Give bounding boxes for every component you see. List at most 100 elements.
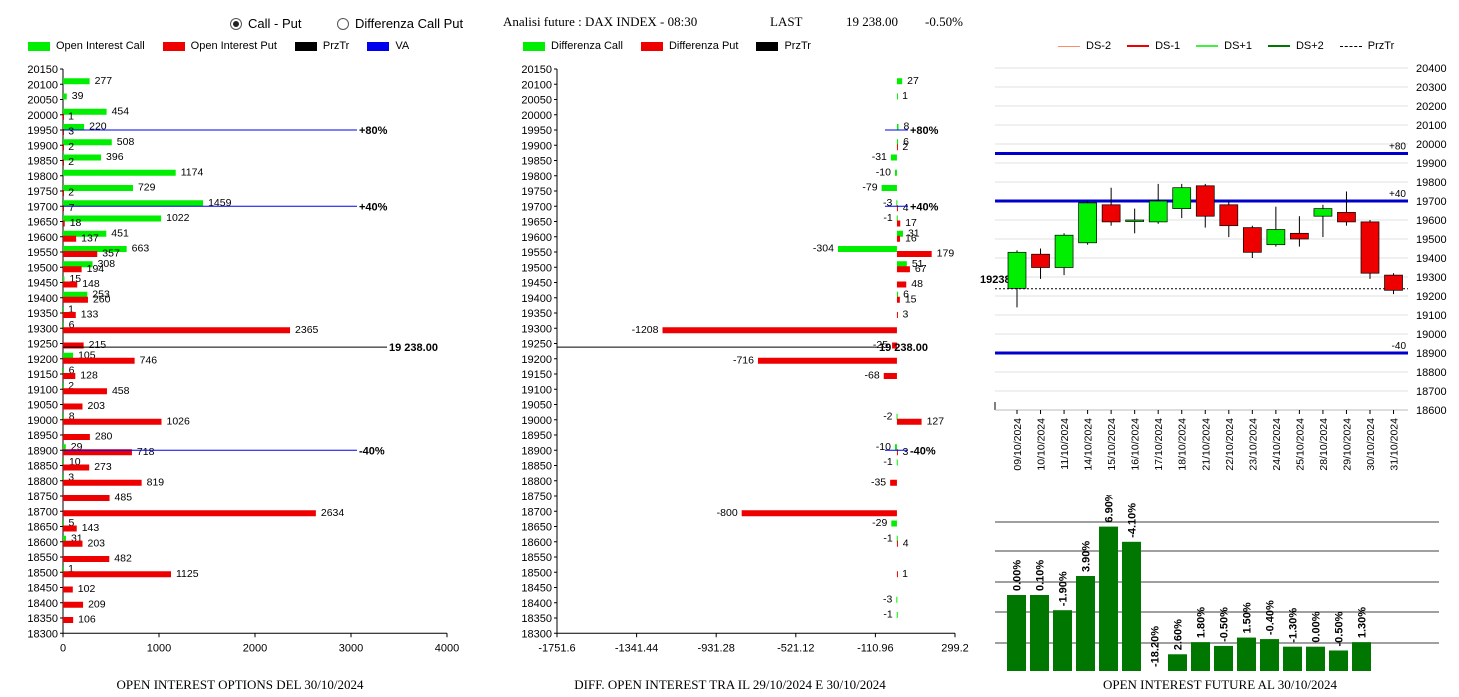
bar-call bbox=[837, 246, 897, 252]
data-label: 1 bbox=[68, 563, 74, 575]
x-tick-label: 11/10/2024 bbox=[1059, 418, 1071, 470]
y-tick-label: 20100 bbox=[27, 79, 58, 91]
legend-label: PrzTr bbox=[322, 40, 350, 52]
data-label: 3 bbox=[68, 126, 74, 138]
radio-differenza[interactable]: Differenza Call Put bbox=[337, 16, 463, 31]
legend-item-prztr: PrzTr bbox=[294, 40, 350, 52]
bar-call bbox=[894, 169, 897, 176]
data-label: 27 bbox=[907, 75, 919, 87]
bar-call bbox=[63, 93, 67, 100]
bar-call bbox=[63, 566, 64, 573]
candle-up bbox=[1125, 219, 1145, 222]
data-label: 485 bbox=[115, 492, 133, 504]
data-label: 15 bbox=[905, 293, 917, 305]
legend-label: Differenza Put bbox=[668, 40, 739, 52]
bar-put bbox=[63, 495, 110, 501]
data-label: 8 bbox=[903, 121, 909, 133]
y-tick-label: 19500 bbox=[1416, 234, 1447, 246]
data-label: 1 bbox=[68, 110, 74, 122]
y-tick-label: 20000 bbox=[1416, 139, 1447, 151]
legend-swatch bbox=[756, 41, 779, 51]
bar-call bbox=[896, 215, 898, 222]
x-tick-label: 22/10/2024 bbox=[1224, 418, 1236, 471]
bar-put bbox=[63, 586, 73, 593]
y-tick-label: 18650 bbox=[521, 522, 552, 534]
last-label: LAST bbox=[770, 14, 803, 29]
data-label: 746 bbox=[140, 354, 158, 366]
y-tick-label: 19100 bbox=[521, 384, 552, 396]
data-label: 67 bbox=[915, 263, 927, 275]
y-tick-label: 19100 bbox=[27, 384, 58, 396]
bar-put bbox=[63, 617, 74, 623]
bar-call bbox=[881, 185, 897, 191]
bar-call bbox=[63, 139, 112, 146]
y-tick-label: 19300 bbox=[1416, 272, 1447, 284]
data-label: 6 bbox=[903, 288, 909, 300]
y-tick-label: 19800 bbox=[521, 171, 552, 183]
y-tick-label: 19600 bbox=[521, 232, 552, 244]
x-tick-label: 14/10/2024 bbox=[1083, 418, 1095, 471]
bar-call bbox=[63, 246, 127, 252]
bar-put bbox=[63, 205, 64, 212]
bar-call bbox=[891, 520, 897, 527]
range-line-label: +80 bbox=[1389, 142, 1406, 153]
radio-unselected-icon[interactable] bbox=[337, 17, 349, 30]
y-tick-label: 18300 bbox=[521, 628, 552, 640]
y-tick-label: 18350 bbox=[521, 613, 552, 625]
bar-call bbox=[896, 261, 907, 268]
x-tick-label: 18/10/2024 bbox=[1177, 418, 1189, 471]
data-label: 203 bbox=[87, 537, 105, 549]
bar-put bbox=[892, 342, 897, 349]
bar-put bbox=[63, 251, 98, 257]
y-tick-label: 19250 bbox=[27, 339, 58, 351]
bar-data-label: 1.50% bbox=[1242, 602, 1254, 633]
data-label: 203 bbox=[87, 400, 105, 412]
data-label: 133 bbox=[81, 309, 99, 321]
candle-down bbox=[1242, 227, 1262, 253]
bar-data-label: 1.30% bbox=[1357, 607, 1369, 638]
y-tick-label: 19100 bbox=[1416, 310, 1447, 322]
bar-call bbox=[63, 535, 66, 542]
y-tick-label: 18750 bbox=[521, 491, 552, 503]
last-change: -0.50% bbox=[925, 14, 963, 29]
x-tick-label: 16/10/2024 bbox=[1130, 418, 1142, 471]
data-label: 29 bbox=[71, 441, 83, 453]
y-tick-label: 18850 bbox=[27, 461, 58, 473]
range-line-label: +40 bbox=[1389, 189, 1406, 200]
bar-put bbox=[63, 403, 83, 410]
data-label: -31 bbox=[872, 151, 887, 163]
legend-swatch bbox=[1196, 45, 1219, 47]
radio-selected-icon[interactable] bbox=[230, 17, 242, 30]
bar-call bbox=[63, 124, 85, 130]
y-tick-label: 20050 bbox=[521, 95, 552, 107]
bar-put bbox=[757, 357, 897, 364]
bar-put bbox=[63, 449, 132, 456]
bar-call bbox=[63, 78, 90, 85]
x-tick-label: 4000 bbox=[435, 642, 459, 654]
y-tick-label: 18900 bbox=[521, 445, 552, 457]
data-label: 508 bbox=[117, 136, 135, 148]
data-label: 451 bbox=[111, 227, 129, 239]
data-label: 2 bbox=[68, 156, 74, 168]
y-tick-label: 20000 bbox=[27, 110, 58, 122]
x-tick-label: 24/10/2024 bbox=[1271, 418, 1283, 471]
bar-put bbox=[63, 312, 76, 318]
x-tick-label: 25/10/2024 bbox=[1294, 418, 1306, 471]
x-tick-label: 28/10/2024 bbox=[1318, 418, 1330, 471]
x-tick-label: 15/10/2024 bbox=[1106, 418, 1118, 471]
va-line-label: +80% bbox=[910, 125, 939, 137]
bar-call bbox=[63, 108, 107, 115]
data-label: -2 bbox=[883, 410, 892, 422]
candle-up bbox=[1054, 234, 1074, 268]
y-tick-label: 19350 bbox=[27, 308, 58, 320]
legend-label: Differenza Call bbox=[551, 40, 623, 52]
bar-call bbox=[63, 413, 64, 420]
y-tick-label: 20300 bbox=[1416, 82, 1447, 94]
data-label: 2 bbox=[68, 187, 74, 199]
y-tick-label: 19700 bbox=[521, 201, 552, 213]
y-tick-label: 18400 bbox=[27, 598, 58, 610]
bar-call bbox=[896, 612, 898, 618]
data-label: 729 bbox=[138, 182, 156, 194]
price-label: 19 238.00 bbox=[389, 342, 438, 354]
radio-call-put[interactable]: Call - Put bbox=[230, 16, 301, 31]
